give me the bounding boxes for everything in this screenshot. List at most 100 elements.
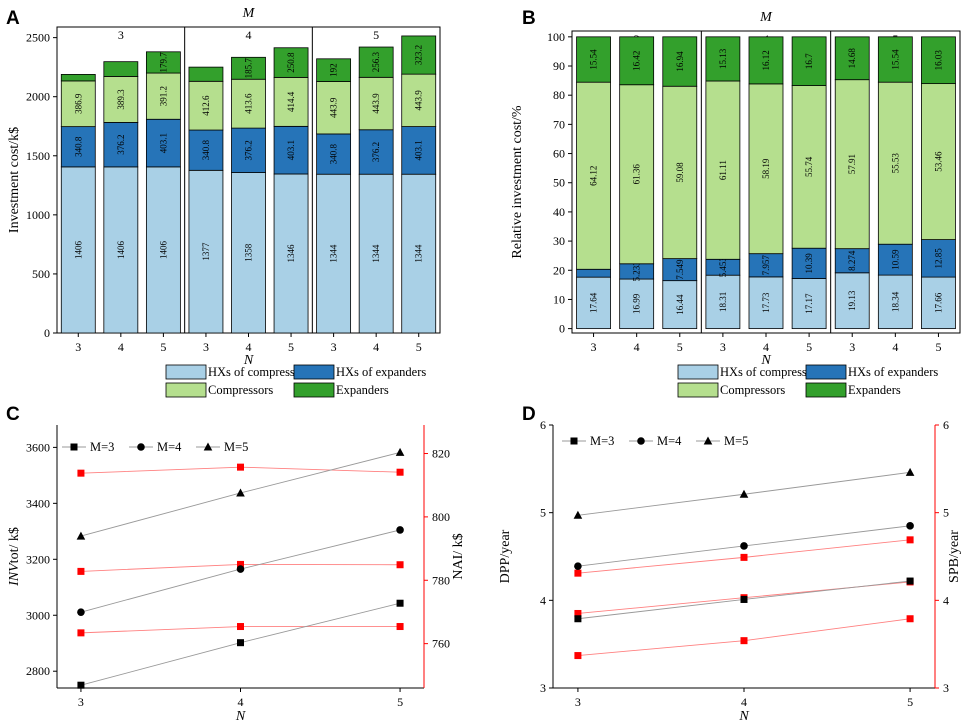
y2-tick-label: 780 xyxy=(432,573,450,587)
legend-swatch xyxy=(805,364,847,380)
marker-square xyxy=(70,443,78,451)
x-tick-label: 3 xyxy=(75,340,81,354)
bar-data-label: 340.8 xyxy=(201,140,211,161)
bar-data-label: 7.549 xyxy=(675,259,685,280)
bar-data-label: 1344 xyxy=(371,244,381,262)
x-tick-label: 4 xyxy=(892,340,898,354)
marker-square xyxy=(77,469,85,477)
marker-square xyxy=(77,681,85,689)
y-axis-label-rest: tot/ k$ xyxy=(7,527,22,563)
legend-swatch xyxy=(293,364,335,380)
x-tick-label: 4 xyxy=(763,340,769,354)
y-tick-label: 10 xyxy=(553,292,565,306)
bar-segment xyxy=(316,81,352,135)
marker-square xyxy=(740,637,748,645)
bar-data-label: 340.8 xyxy=(329,143,339,164)
panel-label: D xyxy=(522,404,536,425)
bar-data-label: 61.36 xyxy=(632,164,642,185)
bar-segment xyxy=(921,83,956,240)
legend-label: M=4 xyxy=(657,434,682,448)
bar-data-label: 5.453 xyxy=(718,257,728,278)
bar-segment xyxy=(316,133,352,175)
bar-data-label: 192 xyxy=(329,63,339,77)
y-tick-label: 4 xyxy=(540,593,546,607)
y-tick-label: 3 xyxy=(540,681,546,695)
y-tick-label: 40 xyxy=(553,205,565,219)
x-tick-label: 3 xyxy=(78,695,84,709)
bar-data-label: 16.03 xyxy=(933,50,943,71)
bar-data-label: 8.274 xyxy=(847,250,857,271)
bar-data-label: 10.59 xyxy=(890,249,900,270)
bar-data-label: 5.233 xyxy=(632,261,642,282)
bar-data-label: 256.3 xyxy=(371,52,381,73)
bar-segment xyxy=(576,268,611,278)
y2-tick-label: 760 xyxy=(432,637,450,651)
y-tick-label: 60 xyxy=(553,147,565,161)
bar-segment xyxy=(834,79,870,250)
bar-data-label: 413.6 xyxy=(244,93,254,114)
bar-data-label: 1344 xyxy=(414,244,424,262)
series-line-red xyxy=(577,618,911,657)
bar-data-label: 16.94 xyxy=(675,51,685,72)
bar-segment xyxy=(145,51,181,74)
marker-triangle xyxy=(739,489,749,498)
marker-circle xyxy=(637,437,645,445)
bar-segment xyxy=(791,85,827,249)
bar-data-label: 1377 xyxy=(201,242,211,261)
bar-segment xyxy=(576,36,611,83)
x-tick-label: 4 xyxy=(373,340,379,354)
legend-swatch xyxy=(293,382,335,398)
marker-square xyxy=(77,567,85,575)
bar-data-label: 57.91 xyxy=(847,154,857,174)
legend-label: HXs of compressors xyxy=(208,365,310,379)
group-label: 4 xyxy=(246,28,252,42)
y2-tick-label: 3 xyxy=(943,681,949,695)
marker-circle xyxy=(574,562,582,570)
bar-data-label: 376.2 xyxy=(116,135,126,155)
legend-label: M=3 xyxy=(590,434,614,448)
bar-segment xyxy=(231,56,266,80)
bar-data-label: 414.4 xyxy=(286,91,296,112)
bar-segment xyxy=(662,85,698,260)
marker-square xyxy=(396,599,404,607)
marker-square xyxy=(237,560,244,568)
bar-segment xyxy=(705,36,741,82)
bar-segment xyxy=(273,173,309,334)
y-axis-label-italic: INV xyxy=(7,562,22,587)
y-tick-label: 3000 xyxy=(26,608,50,622)
bar-data-label: 376.2 xyxy=(371,142,381,162)
legend-swatch xyxy=(165,364,207,380)
marker-triangle xyxy=(395,447,405,456)
x-tick-label: 4 xyxy=(246,340,252,354)
marker-square xyxy=(570,437,578,445)
legend-label: Expanders xyxy=(336,383,389,397)
legend-label: Compressors xyxy=(208,383,273,397)
legend-label: M=5 xyxy=(224,440,248,454)
bar-segment xyxy=(877,81,913,245)
y2-tick-label: 5 xyxy=(943,506,949,520)
y-tick-label: 500 xyxy=(32,267,50,281)
y2-axis-label: NAI/ k$ xyxy=(451,533,466,579)
legend-label: M=3 xyxy=(90,440,114,454)
group-label: 3 xyxy=(118,28,124,42)
bar-data-label: 16.12 xyxy=(761,50,771,70)
bar-segment xyxy=(145,166,181,334)
bar-data-label: 55.53 xyxy=(890,153,900,174)
bar-segment xyxy=(877,36,913,83)
x-tick-label: 4 xyxy=(238,695,244,709)
bar-data-label: 61.11 xyxy=(718,160,728,180)
x-tick-label: 3 xyxy=(849,340,855,354)
bar-data-label: 7.957 xyxy=(761,255,771,276)
y2-tick-label: 820 xyxy=(432,447,450,461)
bar-data-label: 14.68 xyxy=(847,48,857,69)
bar-data-label: 16.7 xyxy=(804,53,814,69)
bar-data-label: 323.2 xyxy=(414,45,424,65)
legend-label: HXs of compressors xyxy=(720,365,822,379)
panel-b: BM3450102030405060708090100Relative inve… xyxy=(510,8,961,398)
bar-data-label: 19.13 xyxy=(847,290,857,311)
bar-segment xyxy=(401,73,437,127)
legend-label: M=4 xyxy=(157,440,182,454)
bar-data-label: 55.74 xyxy=(804,156,814,177)
bar-data-label: 391.2 xyxy=(158,86,168,106)
